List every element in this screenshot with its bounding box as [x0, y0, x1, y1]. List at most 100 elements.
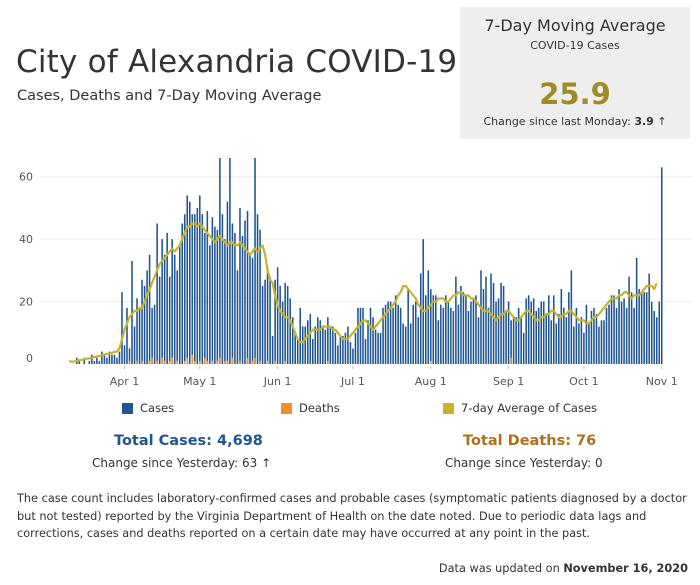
cases-bar — [522, 332, 525, 364]
kpi-subtitle: COVID-19 Cases — [530, 39, 620, 52]
cases-bar — [465, 295, 467, 364]
deaths-bar — [168, 360, 171, 364]
cases-bar — [377, 332, 379, 364]
legend-item-deaths[interactable]: Deaths — [281, 401, 340, 415]
legend-item-avg[interactable]: 7-day Average of Cases — [443, 401, 597, 415]
cases-bar — [256, 214, 259, 364]
deaths-bar — [186, 357, 189, 364]
avg-line-group — [68, 222, 658, 363]
cases-bar — [324, 329, 327, 364]
cases-bar — [603, 320, 605, 364]
cases-bar — [542, 301, 545, 364]
cases-bar — [402, 323, 404, 364]
deaths-bar — [224, 360, 226, 364]
deaths-change: Change since Yesterday: 0 — [445, 456, 603, 470]
cases-bar — [384, 304, 387, 364]
deaths-bar — [259, 360, 261, 364]
deaths-bar — [191, 354, 194, 364]
cases-bar — [615, 307, 618, 364]
cases-bar — [281, 301, 284, 364]
cases-bar — [515, 317, 517, 364]
cases-bar — [417, 317, 419, 364]
cases-bar — [422, 239, 425, 364]
cases-bar — [367, 320, 369, 364]
cases-bar — [261, 285, 264, 364]
cases-bar — [312, 339, 314, 364]
cases-bar — [445, 295, 447, 364]
cases-bar — [239, 207, 241, 364]
deaths-bar — [246, 357, 249, 364]
cases-bar — [347, 326, 349, 364]
updated-date: November 16, 2020 — [563, 562, 688, 575]
cases-bar — [487, 307, 490, 364]
cases-bar — [635, 257, 638, 364]
cases-bar — [264, 279, 266, 364]
cases-bar — [563, 307, 565, 364]
cases-bar — [578, 323, 580, 364]
cases-bar — [91, 354, 93, 364]
cases-bar — [477, 317, 480, 364]
kpi-card: 7-Day Moving Average COVID-19 Cases 25.9… — [460, 7, 690, 139]
cases-bar — [648, 273, 650, 364]
cases-bar — [507, 301, 510, 364]
deaths-bar — [266, 360, 269, 364]
cases-bar — [379, 332, 382, 364]
up-arrow-icon: ↑ — [657, 115, 667, 128]
cases-bar — [595, 314, 598, 364]
cases-bar — [442, 307, 445, 364]
cases-bar — [530, 301, 532, 364]
cases-bar — [568, 292, 570, 364]
deaths-bar — [141, 360, 143, 364]
cases-bar — [269, 276, 271, 364]
cases-bar — [329, 326, 332, 364]
cases-bar — [460, 285, 462, 364]
cases-bar — [359, 307, 362, 364]
legend-item-cases[interactable]: Cases — [122, 401, 174, 415]
cases-bar — [339, 335, 342, 364]
cases-bar — [151, 307, 153, 364]
deaths-bar — [148, 360, 151, 364]
cases-bar — [550, 320, 553, 364]
deaths-bar — [510, 357, 512, 364]
cases-bar — [101, 351, 103, 364]
cases-bar — [447, 301, 450, 364]
deaths-bar — [231, 357, 234, 364]
y-tick-label: 20 — [19, 296, 33, 309]
cases-bar — [113, 354, 116, 364]
cases-bar — [427, 270, 430, 364]
cases-bar — [382, 307, 384, 364]
cases-bar — [437, 320, 440, 364]
covid-chart[interactable]: 0 20 40 60 Apr 1 May 1 Jun 1 Jul 1 Aug 1 Sep 1 Oc… — [0, 145, 700, 395]
cases-bar — [404, 326, 407, 364]
cases-bar — [600, 320, 603, 364]
cases-bar — [558, 314, 560, 364]
cases-bar — [485, 276, 487, 364]
x-axis-ticks: Apr 1 May 1 Jun 1 Jul 1 Aug 1 Sep 1 Oct 1 Nov 1 — [110, 366, 678, 388]
cases-bar — [319, 320, 322, 364]
x-tick-label: Jul 1 — [340, 375, 365, 388]
cases-bar — [537, 307, 540, 364]
cases-bar — [111, 354, 113, 364]
cases-bar — [306, 320, 309, 364]
cases-bar — [219, 158, 221, 364]
cases-bar — [580, 317, 583, 364]
cases-bar — [301, 326, 304, 364]
cases-bar — [588, 323, 590, 364]
cases-bar — [387, 301, 389, 364]
legend-avg-label: 7-day Average of Cases — [461, 401, 598, 415]
cases-bar — [123, 345, 126, 364]
cases-bar — [146, 270, 148, 364]
kpi-title: 7-Day Moving Average — [484, 16, 666, 35]
legend-cases-label: Cases — [140, 401, 175, 415]
cases-bar — [249, 254, 251, 364]
deaths-bar — [274, 360, 276, 364]
x-tick-label: Oct 1 — [569, 375, 599, 388]
cases-bar — [188, 201, 191, 364]
cases-bar — [510, 320, 512, 364]
cases-bar — [229, 158, 231, 364]
deaths-bar — [161, 357, 163, 364]
cases-bar — [495, 301, 497, 364]
cases-bar — [166, 232, 168, 364]
cases-bar — [103, 354, 106, 364]
page-subtitle: Cases, Deaths and 7-Day Moving Average — [17, 88, 322, 104]
